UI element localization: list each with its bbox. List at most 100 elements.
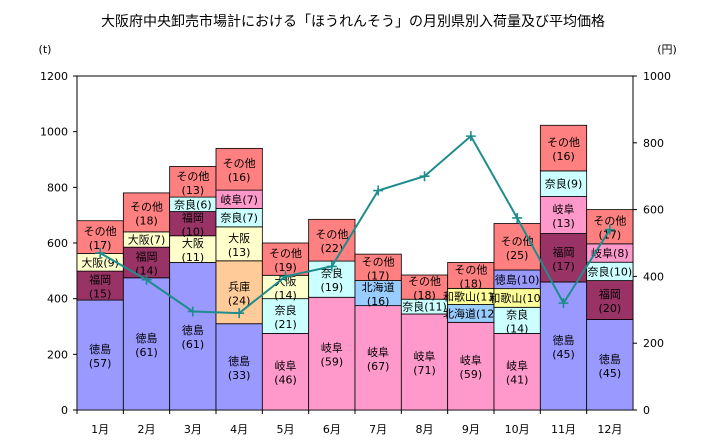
segment-percent: (18) xyxy=(413,289,436,302)
segment-label: 徳島 xyxy=(136,331,158,345)
right-tick-label: 600 xyxy=(643,204,664,217)
segment-label: 北海道 xyxy=(362,280,395,294)
x-tick-label: 10月 xyxy=(505,423,530,436)
x-tick-label: 3月 xyxy=(184,423,202,436)
segment-label: 岐阜 xyxy=(506,360,528,373)
segment-label: その他 xyxy=(454,263,487,276)
segment-label: その他 xyxy=(130,200,163,213)
bar-segment xyxy=(539,196,588,234)
segment-percent: (22) xyxy=(321,242,344,255)
bar-segment xyxy=(215,323,263,411)
segment-label: 奈良(10) xyxy=(588,264,633,278)
right-axis-unit: (円) xyxy=(657,43,677,56)
segment-label: 大阪(7) xyxy=(128,233,166,247)
price-point xyxy=(234,308,245,319)
segment-percent: (14) xyxy=(506,322,529,335)
price-point xyxy=(373,185,384,196)
segment-percent: (18) xyxy=(460,277,483,290)
bar-segment xyxy=(169,211,217,237)
segment-percent: (67) xyxy=(367,360,390,373)
x-tick-label: 6月 xyxy=(323,423,341,436)
segment-label: 徳島(10) xyxy=(495,272,540,286)
segment-label: 徳島 xyxy=(553,333,575,347)
segment-label: 和歌山(10) xyxy=(489,291,545,305)
price-point xyxy=(187,306,198,317)
segment-percent: (21) xyxy=(274,318,297,331)
segment-label: 岐阜(7) xyxy=(220,193,258,206)
right-tick-label: 1000 xyxy=(643,70,671,83)
bar-segment xyxy=(586,319,634,411)
segment-label: その他 xyxy=(315,228,348,241)
segment-label: 徳島 xyxy=(89,342,111,356)
left-tick-label: 200 xyxy=(47,348,68,361)
segment-percent: (16) xyxy=(552,150,575,163)
segment-label: 奈良 xyxy=(275,303,297,317)
price-point xyxy=(280,271,291,282)
price-point xyxy=(558,298,569,309)
segment-percent: (25) xyxy=(506,249,529,262)
segment-percent: (13) xyxy=(182,184,205,197)
segment-percent: (19) xyxy=(321,281,344,294)
segment-label: 福岡 xyxy=(599,287,621,301)
segment-percent: (13) xyxy=(228,246,251,259)
segment-percent: (41) xyxy=(506,374,529,387)
segment-percent: (10) xyxy=(182,226,205,239)
segment-percent: (17) xyxy=(552,260,575,273)
bar-segment xyxy=(493,306,541,334)
bar-stack-11: 徳島(45) 福岡(17) 岐阜(13) 奈良(9) その他(16) xyxy=(539,124,588,411)
x-tick-label: 11月 xyxy=(551,423,576,436)
x-tick-label: 8月 xyxy=(416,423,434,436)
left-tick-label: 800 xyxy=(47,181,68,194)
segment-percent: (24) xyxy=(228,294,251,307)
segment-percent: (61) xyxy=(182,338,205,351)
bar-segment xyxy=(539,170,588,197)
right-tick-label: 400 xyxy=(643,270,664,283)
segment-label: 奈良(11) xyxy=(402,300,447,314)
segment-label: その他 xyxy=(547,136,580,149)
bar-segment xyxy=(354,305,402,411)
bar-stack-9: 岐阜(59) 北海道(12) 和歌山(11) その他(18) xyxy=(443,262,499,411)
x-tick-label: 9月 xyxy=(462,423,480,436)
segment-label: 福岡 xyxy=(89,273,111,287)
segment-label: その他 xyxy=(176,170,209,183)
segment-percent: (20) xyxy=(599,302,622,315)
segment-label: 福岡 xyxy=(136,249,158,263)
segment-percent: (16) xyxy=(367,295,390,308)
x-tick-label: 2月 xyxy=(138,423,156,436)
left-tick-label: 400 xyxy=(47,293,68,306)
segment-percent: (57) xyxy=(89,357,112,370)
bar-segment xyxy=(122,192,171,233)
left-tick-label: 600 xyxy=(47,237,68,250)
segment-percent: (45) xyxy=(552,348,575,361)
bar-stack-7: 岐阜(67) 北海道(16) その他(17) xyxy=(354,253,402,411)
bar-stack-4: 徳島(33) 兵庫(24) 大阪(13) 奈良(7) 岐阜(7) その他(16) xyxy=(215,147,263,411)
bar-stack-3: 徳島(61) 大阪(11) 福岡(10) 奈良(6) その他(13) xyxy=(169,166,217,411)
segment-label: 奈良(7) xyxy=(220,211,258,225)
price-line xyxy=(95,131,615,319)
bar-stack-5: 岐阜(46)奈良(21)大阪(14)その他(19) xyxy=(261,242,310,411)
segment-label: その他 xyxy=(501,235,534,248)
bar-segment xyxy=(354,253,402,281)
x-tick-label: 4月 xyxy=(230,423,248,436)
bar-segment xyxy=(447,262,495,289)
segment-label: 北海道(12) xyxy=(443,306,499,320)
left-axis-unit: (t) xyxy=(39,43,52,56)
bar-segment xyxy=(493,333,541,411)
segment-percent: (11) xyxy=(182,251,205,264)
segment-percent: (13) xyxy=(552,217,575,230)
tick-labels: 0 200 400 600 800 1000 1200 0 200 400 600 800 1000 1月… xyxy=(40,70,671,436)
segment-label: 徳島 xyxy=(228,354,250,368)
bar-stack-2: 徳島(61) 福岡(14) 大阪(7) その他(18) xyxy=(122,192,171,411)
left-tick-label: 1000 xyxy=(40,126,68,139)
segment-percent: (46) xyxy=(274,374,297,387)
segment-label: その他 xyxy=(593,215,626,228)
segment-percent: (16) xyxy=(228,171,251,184)
left-tick-label: 0 xyxy=(61,404,68,417)
bar-segment xyxy=(122,246,171,279)
bar-segment xyxy=(215,226,263,262)
segment-percent: (59) xyxy=(321,356,344,369)
bars: 徳島(57)福岡(15)大阪(9)その他(17)徳島(61)福岡(14)大阪(7… xyxy=(76,124,634,411)
bar-segment xyxy=(308,296,356,411)
x-tick-label: 12月 xyxy=(597,423,622,436)
